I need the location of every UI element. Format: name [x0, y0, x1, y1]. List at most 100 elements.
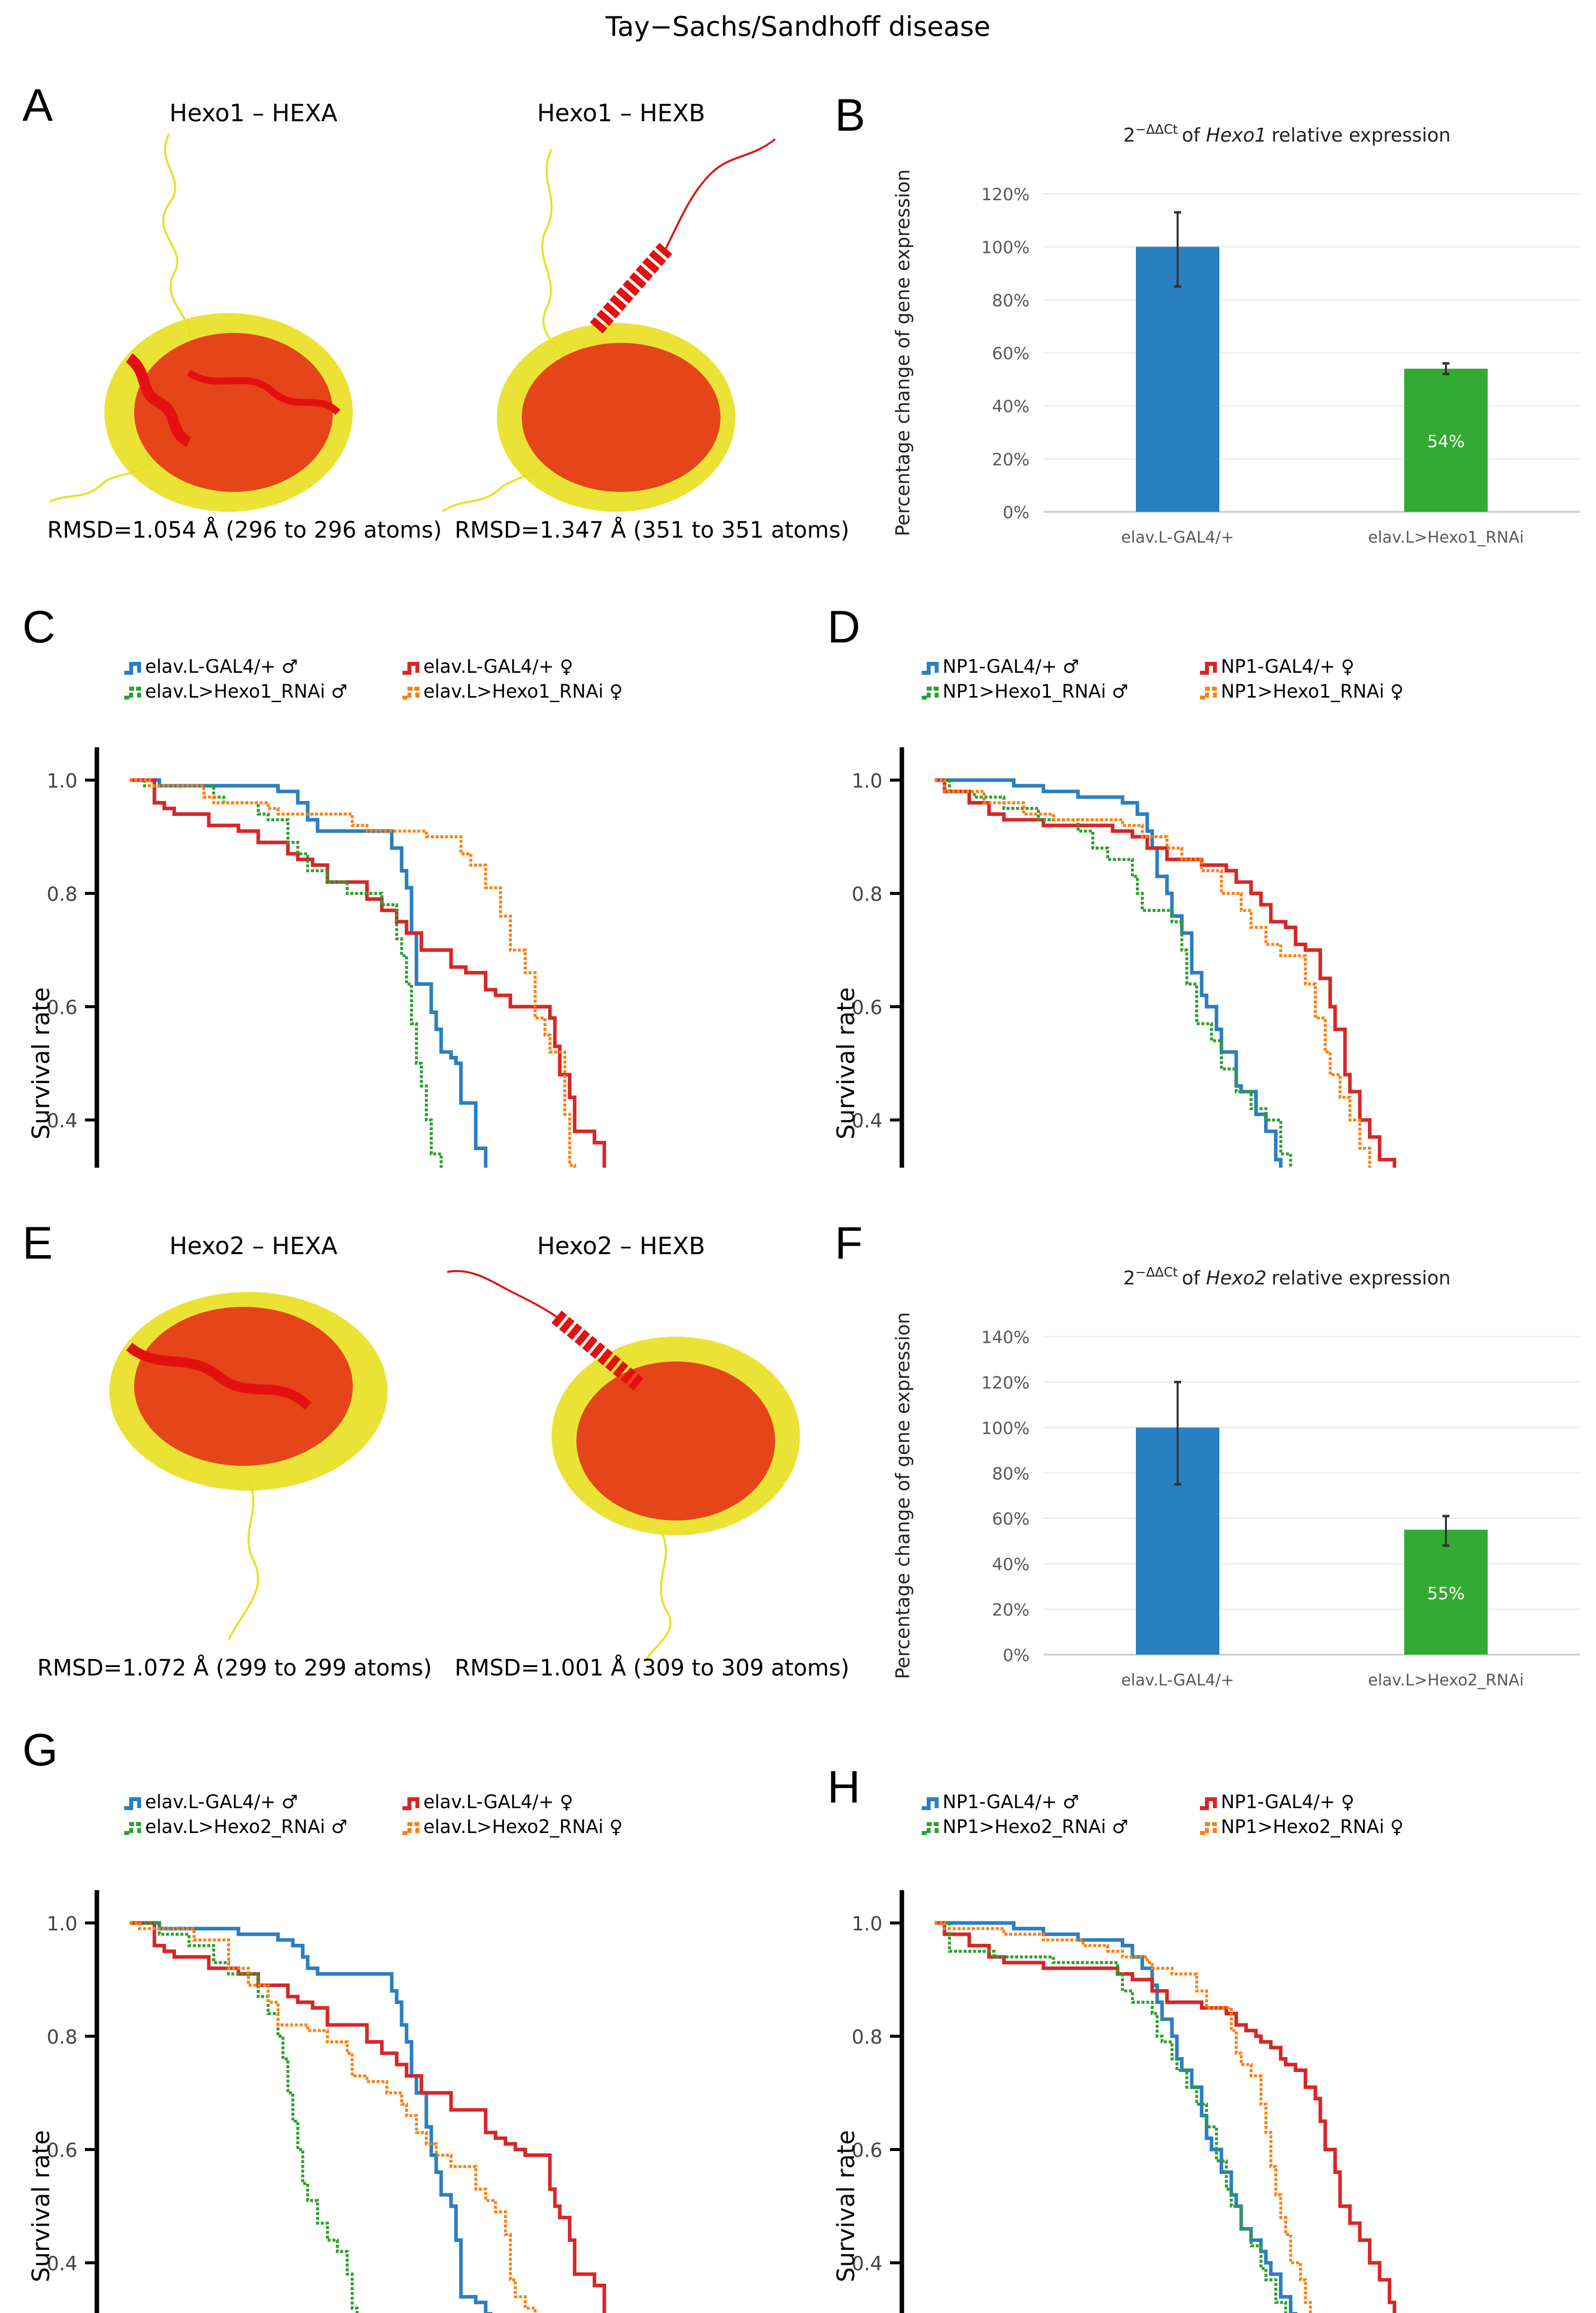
- structure-title-hexo2-hexa: Hexo2 – HEXA: [169, 1232, 338, 1260]
- y-tick-label: 0.6: [852, 997, 882, 1019]
- legend-step-icon: [402, 1822, 419, 1835]
- survival-chart-c: 0.00.20.40.60.81.0020406080100120Time (d…: [27, 747, 606, 1168]
- survival-chart-h: 0.00.20.40.60.81.0020406080100120Time (d…: [832, 1890, 1396, 2313]
- plot-area: 0.00.20.40.60.81.0020406080100120Time (d…: [832, 1890, 1396, 2313]
- y-axis-label: Percentage change of gene expression: [892, 169, 914, 537]
- y-axis-label: Survival rate: [832, 2130, 860, 2282]
- legend-item: elav.L-GAL4/+ ♀: [402, 656, 573, 677]
- survival-curve-3: [130, 1921, 359, 2313]
- legend-item: NP1>Hexo1_RNAi ♂: [922, 681, 1128, 702]
- legend-step-icon: [1200, 1822, 1217, 1835]
- legend-step-icon: [1200, 661, 1217, 675]
- structure-title-hexo2-hexb: Hexo2 – HEXB: [537, 1232, 706, 1260]
- rmsd-hexo1-hexa: RMSD=1.054 Å (296 to 296 atoms): [47, 517, 442, 543]
- legend-step-icon: [124, 661, 141, 675]
- survival-curve-2: [130, 1921, 606, 2313]
- legend-item: elav.L-GAL4/+ ♂: [124, 1791, 298, 1813]
- survival-curve-1: [935, 1921, 1297, 2313]
- y-axis-label: Survival rate: [27, 987, 55, 1139]
- panel-letter-d: D: [827, 602, 861, 652]
- figure-title: Tay−Sachs/Sandhoff disease: [605, 11, 991, 42]
- legend-label: elav.L>Hexo1_RNAi ♀: [423, 681, 623, 702]
- legend-survival-g: elav.L-GAL4/+ ♂ elav.L-GAL4/+ ♀ elav.L>Hex…: [124, 1791, 720, 1846]
- legend-survival-d: NP1-GAL4/+ ♂ NP1-GAL4/+ ♀ NP1>Hexo1_RNAi ♂…: [922, 656, 1518, 711]
- y-tick-label: 0%: [1003, 1646, 1030, 1666]
- y-tick-label: 1.0: [852, 1913, 882, 1935]
- y-tick-label: 1.0: [47, 770, 78, 793]
- panel-letter-h: H: [827, 1762, 861, 1813]
- structure-title-hexo1-hexa: Hexo1 – HEXA: [169, 99, 338, 127]
- survival-curve-3: [130, 779, 443, 1168]
- rmsd-hexo2-hexb: RMSD=1.001 Å (309 to 309 atoms): [455, 1655, 850, 1681]
- legend-step-icon: [1200, 1797, 1217, 1810]
- y-tick-label: 0.6: [47, 2140, 78, 2162]
- y-tick-label: 20%: [992, 1600, 1030, 1620]
- y-tick-label: 80%: [992, 291, 1030, 311]
- legend-item: NP1>Hexo1_RNAi ♀: [1200, 681, 1404, 702]
- y-tick-label: 0.4: [47, 2253, 78, 2275]
- data-label: 54%: [1427, 432, 1465, 452]
- legend-label: elav.L>Hexo2_RNAi ♀: [423, 1816, 623, 1837]
- panel-letter-e: E: [22, 1218, 53, 1269]
- survival-curve-4: [130, 779, 576, 1168]
- y-tick-label: 20%: [992, 450, 1030, 470]
- legend-survival-c: elav.L-GAL4/+ ♂ elav.L-GAL4/+ ♀ elav.L>Hex…: [124, 656, 720, 711]
- legend-step-icon: [402, 1797, 419, 1810]
- structure-title-hexo1-hexb: Hexo1 – HEXB: [537, 99, 706, 127]
- legend-step-icon: [1200, 686, 1217, 700]
- y-tick-label: 0.4: [852, 2253, 882, 2275]
- legend-item: NP1>Hexo2_RNAi ♀: [1200, 1816, 1404, 1837]
- y-tick-label: 120%: [981, 185, 1030, 205]
- survival-curve-4: [935, 1921, 1312, 2313]
- y-tick-label: 40%: [992, 397, 1030, 417]
- legend-survival-h: NP1-GAL4/+ ♂ NP1-GAL4/+ ♀ NP1>Hexo2_RNAi ♂…: [922, 1791, 1518, 1846]
- legend-step-icon: [922, 686, 939, 700]
- survival-curve-1: [130, 1921, 492, 2313]
- legend-item: NP1-GAL4/+ ♂: [922, 1791, 1079, 1813]
- legend-label: elav.L>Hexo2_RNAi ♂: [145, 1816, 348, 1837]
- legend-step-icon: [922, 661, 939, 675]
- y-tick-label: 0.8: [47, 2026, 78, 2049]
- chart-title-base: 2: [1123, 1267, 1135, 1289]
- x-tick-label: elav.L>Hexo2_RNAi: [1368, 1671, 1523, 1689]
- legend-label: elav.L-GAL4/+ ♂: [145, 1791, 298, 1813]
- chart-title-superscript: −ΔΔCt: [1135, 1265, 1178, 1280]
- legend-label: NP1-GAL4/+ ♀: [1221, 1791, 1355, 1813]
- legend-item: NP1>Hexo2_RNAi ♂: [922, 1816, 1128, 1837]
- y-tick-label: 0.6: [47, 997, 78, 1019]
- panel-letter-c: C: [22, 602, 56, 652]
- survival-curve-1: [935, 778, 1283, 1168]
- bar-2: [1404, 369, 1488, 512]
- y-tick-label: 0.8: [852, 883, 882, 906]
- y-tick-label: 0.6: [852, 2140, 882, 2162]
- survival-curve-2: [935, 778, 1396, 1168]
- legend-label: elav.L-GAL4/+ ♂: [145, 656, 298, 677]
- y-tick-label: 120%: [981, 1373, 1030, 1393]
- legend-label: NP1>Hexo1_RNAi ♂: [943, 681, 1128, 702]
- chart-title: 2−ΔΔCt of Hexo2 relative expression: [1123, 1265, 1451, 1289]
- survival-curve-4: [130, 1921, 537, 2313]
- y-tick-label: 60%: [992, 1510, 1030, 1529]
- chart-title: 2−ΔΔCt of Hexo1 relative expression: [1123, 122, 1451, 146]
- chart-title-of: of: [1182, 124, 1206, 146]
- x-tick-label: elav.L>Hexo1_RNAi: [1368, 528, 1523, 547]
- y-tick-label: 0.4: [852, 1110, 882, 1132]
- y-tick-label: 0%: [1003, 503, 1030, 523]
- chart-title-superscript: −ΔΔCt: [1135, 122, 1178, 137]
- y-tick-label: 0.4: [47, 1110, 78, 1132]
- protein-structure-hexo1-hexb: [441, 138, 776, 512]
- survival-curve-3: [935, 779, 1292, 1168]
- panel-letter-f: F: [835, 1218, 863, 1269]
- legend-step-icon: [402, 661, 419, 675]
- legend-label: elav.L-GAL4/+ ♀: [423, 1791, 573, 1813]
- legend-step-icon: [402, 686, 419, 700]
- protein-ribbon-human: [447, 1270, 775, 1520]
- legend-item: elav.L-GAL4/+ ♂: [124, 656, 298, 677]
- survival-curve-2: [935, 1921, 1396, 2313]
- legend-step-icon: [922, 1822, 939, 1835]
- y-axis-label: Survival rate: [832, 987, 860, 1139]
- legend-label: NP1-GAL4/+ ♀: [1221, 656, 1355, 677]
- legend-step-icon: [124, 686, 141, 700]
- chart-title-gene: Hexo2: [1206, 1267, 1267, 1289]
- bar-chart-hexo1-expression: 2−ΔΔCt of Hexo1 relative expression 0% 20% 40…: [892, 122, 1580, 547]
